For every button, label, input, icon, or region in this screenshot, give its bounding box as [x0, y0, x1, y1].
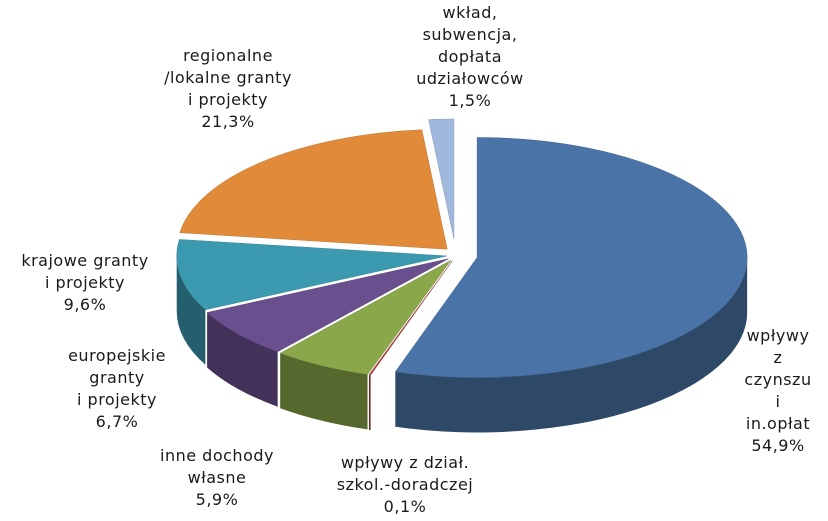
value-label: 6,7%: [95, 412, 139, 431]
slice-label: europejskie granty i projekty 6,7%: [68, 345, 166, 433]
slice: [179, 129, 448, 250]
slice: [176, 239, 447, 311]
slice: [428, 118, 455, 240]
slice: [394, 137, 748, 378]
value-label: 21,3%: [201, 112, 255, 131]
value-label: 9,6%: [63, 295, 107, 314]
slice-label: inne dochody własne 5,9%: [160, 445, 274, 511]
slice-side: [280, 353, 368, 430]
slice-side: [207, 312, 278, 407]
value-label: 0,1%: [383, 497, 427, 516]
slice: [279, 260, 452, 375]
category-name: wkład, subwencja, dopłata udziałowców: [416, 3, 524, 88]
slice-label: krajowe granty i projekty 9,6%: [21, 250, 148, 316]
slice-side: [395, 257, 748, 433]
value-label: 1,5%: [448, 91, 492, 110]
slice: [206, 258, 449, 352]
category-name: europejskie granty i projekty: [68, 346, 166, 409]
slice-label: wkład, subwencja, dopłata udziałowców 1,5…: [416, 2, 524, 112]
slice-label: wpływy z czynszu i in.opłat 54,9%: [744, 325, 811, 457]
slice-side: [176, 255, 206, 365]
category-name: krajowe granty i projekty: [21, 251, 149, 292]
category-name: wpływy z dział. szkol.-doradczej: [336, 453, 474, 494]
slice-label: regionalne /lokalne granty i projekty 21,…: [164, 45, 292, 133]
slice-side: [368, 374, 371, 431]
category-name: regionalne /lokalne granty i projekty: [164, 46, 292, 109]
value-label: 5,9%: [195, 490, 239, 509]
value-label: 54,9%: [751, 436, 805, 455]
category-name: wpływy z czynszu i in.opłat: [744, 326, 812, 433]
slice-label: wpływy z dział. szkol.-doradczej 0,1%: [337, 452, 474, 518]
category-name: inne dochody własne: [160, 446, 274, 487]
slice: [368, 260, 453, 376]
